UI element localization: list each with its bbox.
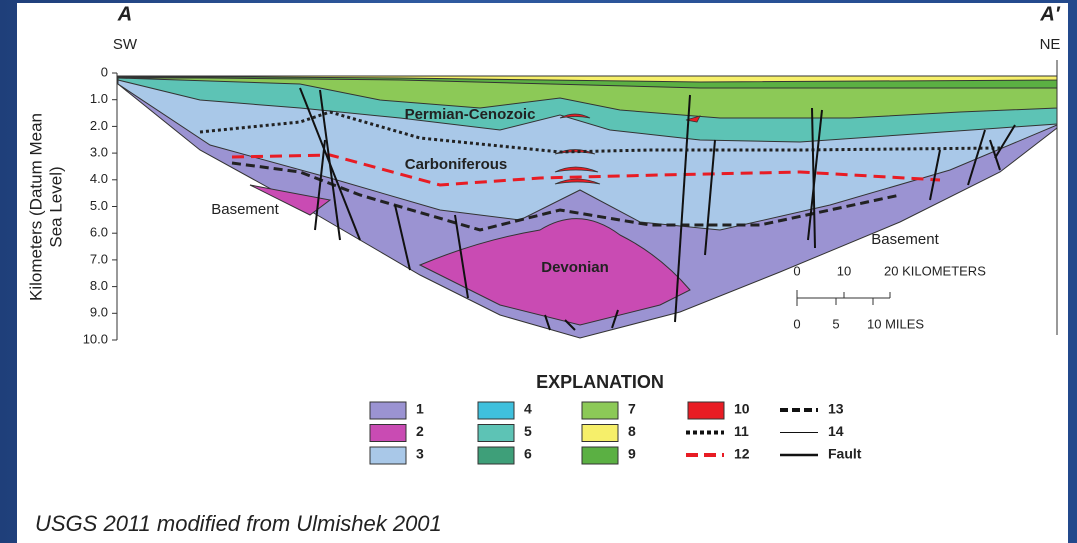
axis-title-line: Sea Level) — [46, 166, 65, 247]
right-direction: NE — [1040, 36, 1061, 53]
legend-label: 10 — [734, 401, 750, 417]
legend-label: 2 — [416, 423, 424, 439]
legend-label: 14 — [828, 423, 844, 439]
page: {"header":{"left_label":"A","left_direct… — [0, 0, 1077, 543]
legend-label: 13 — [828, 401, 844, 417]
legend-swatch — [370, 425, 406, 442]
legend-swatch — [582, 425, 618, 442]
explanation-title: EXPLANATION — [536, 372, 664, 392]
caption: USGS 2011 modified from Ulmishek 2001 — [35, 511, 442, 536]
y-tick-label: 7.0 — [90, 251, 108, 266]
legend-swatch — [370, 447, 406, 464]
left-direction: SW — [113, 36, 138, 53]
y-tick-label: 9.0 — [90, 305, 108, 320]
y-tick-label: 4.0 — [90, 171, 108, 186]
legend-label: 3 — [416, 446, 424, 462]
legend-swatch — [582, 402, 618, 419]
y-tick-label: 10.0 — [83, 331, 108, 346]
legend-label: 11 — [734, 423, 749, 439]
legend-label: 12 — [734, 446, 750, 462]
section-label: Carboniferous — [405, 156, 508, 173]
legend-swatch — [478, 425, 514, 442]
y-tick-label: 0 — [101, 64, 108, 79]
y-tick-label: 3.0 — [90, 145, 108, 160]
legend-swatch — [478, 402, 514, 419]
legend-swatch — [688, 402, 724, 419]
legend-label: 6 — [524, 446, 532, 462]
y-tick-label: 8.0 — [90, 278, 108, 293]
scale-miles: 5 — [832, 316, 839, 331]
section-label: Basement — [871, 231, 939, 248]
y-tick-label: 1.0 — [90, 91, 108, 106]
legend-swatch — [370, 402, 406, 419]
section-label: Devonian — [541, 259, 609, 276]
legend-swatch — [478, 447, 514, 464]
section-label: Basement — [211, 201, 279, 218]
section-label: Permian-Cenozoic — [405, 106, 536, 123]
cross-section: A SW A′ NE Kilometers (Datum MeanSea Level) 0… — [0, 0, 1077, 543]
section-layers — [118, 60, 1057, 338]
y-tick-label: 2.0 — [90, 118, 108, 133]
scale-miles: 10 MILES — [867, 316, 924, 331]
scale-km: 0 — [793, 263, 800, 278]
scale-miles: 0 — [793, 316, 800, 331]
legend-swatch — [582, 447, 618, 464]
scale-km: 20 KILOMETERS — [884, 263, 986, 278]
legend-label: 8 — [628, 423, 636, 439]
left-label: A — [117, 3, 132, 25]
right-label: A′ — [1039, 3, 1060, 25]
legend-label: 1 — [416, 401, 424, 417]
y-tick-label: 6.0 — [90, 225, 108, 240]
legend-label: 9 — [628, 446, 636, 462]
legend-label: 4 — [524, 401, 532, 417]
y-tick-label: 5.0 — [90, 198, 108, 213]
scale-km: 10 — [837, 263, 851, 278]
scale-bar — [797, 290, 890, 306]
legend-label: 5 — [524, 423, 532, 439]
legend-label: 7 — [628, 401, 636, 417]
legend-label: Fault — [828, 446, 862, 462]
axis-title-line: Kilometers (Datum Mean — [26, 113, 45, 301]
